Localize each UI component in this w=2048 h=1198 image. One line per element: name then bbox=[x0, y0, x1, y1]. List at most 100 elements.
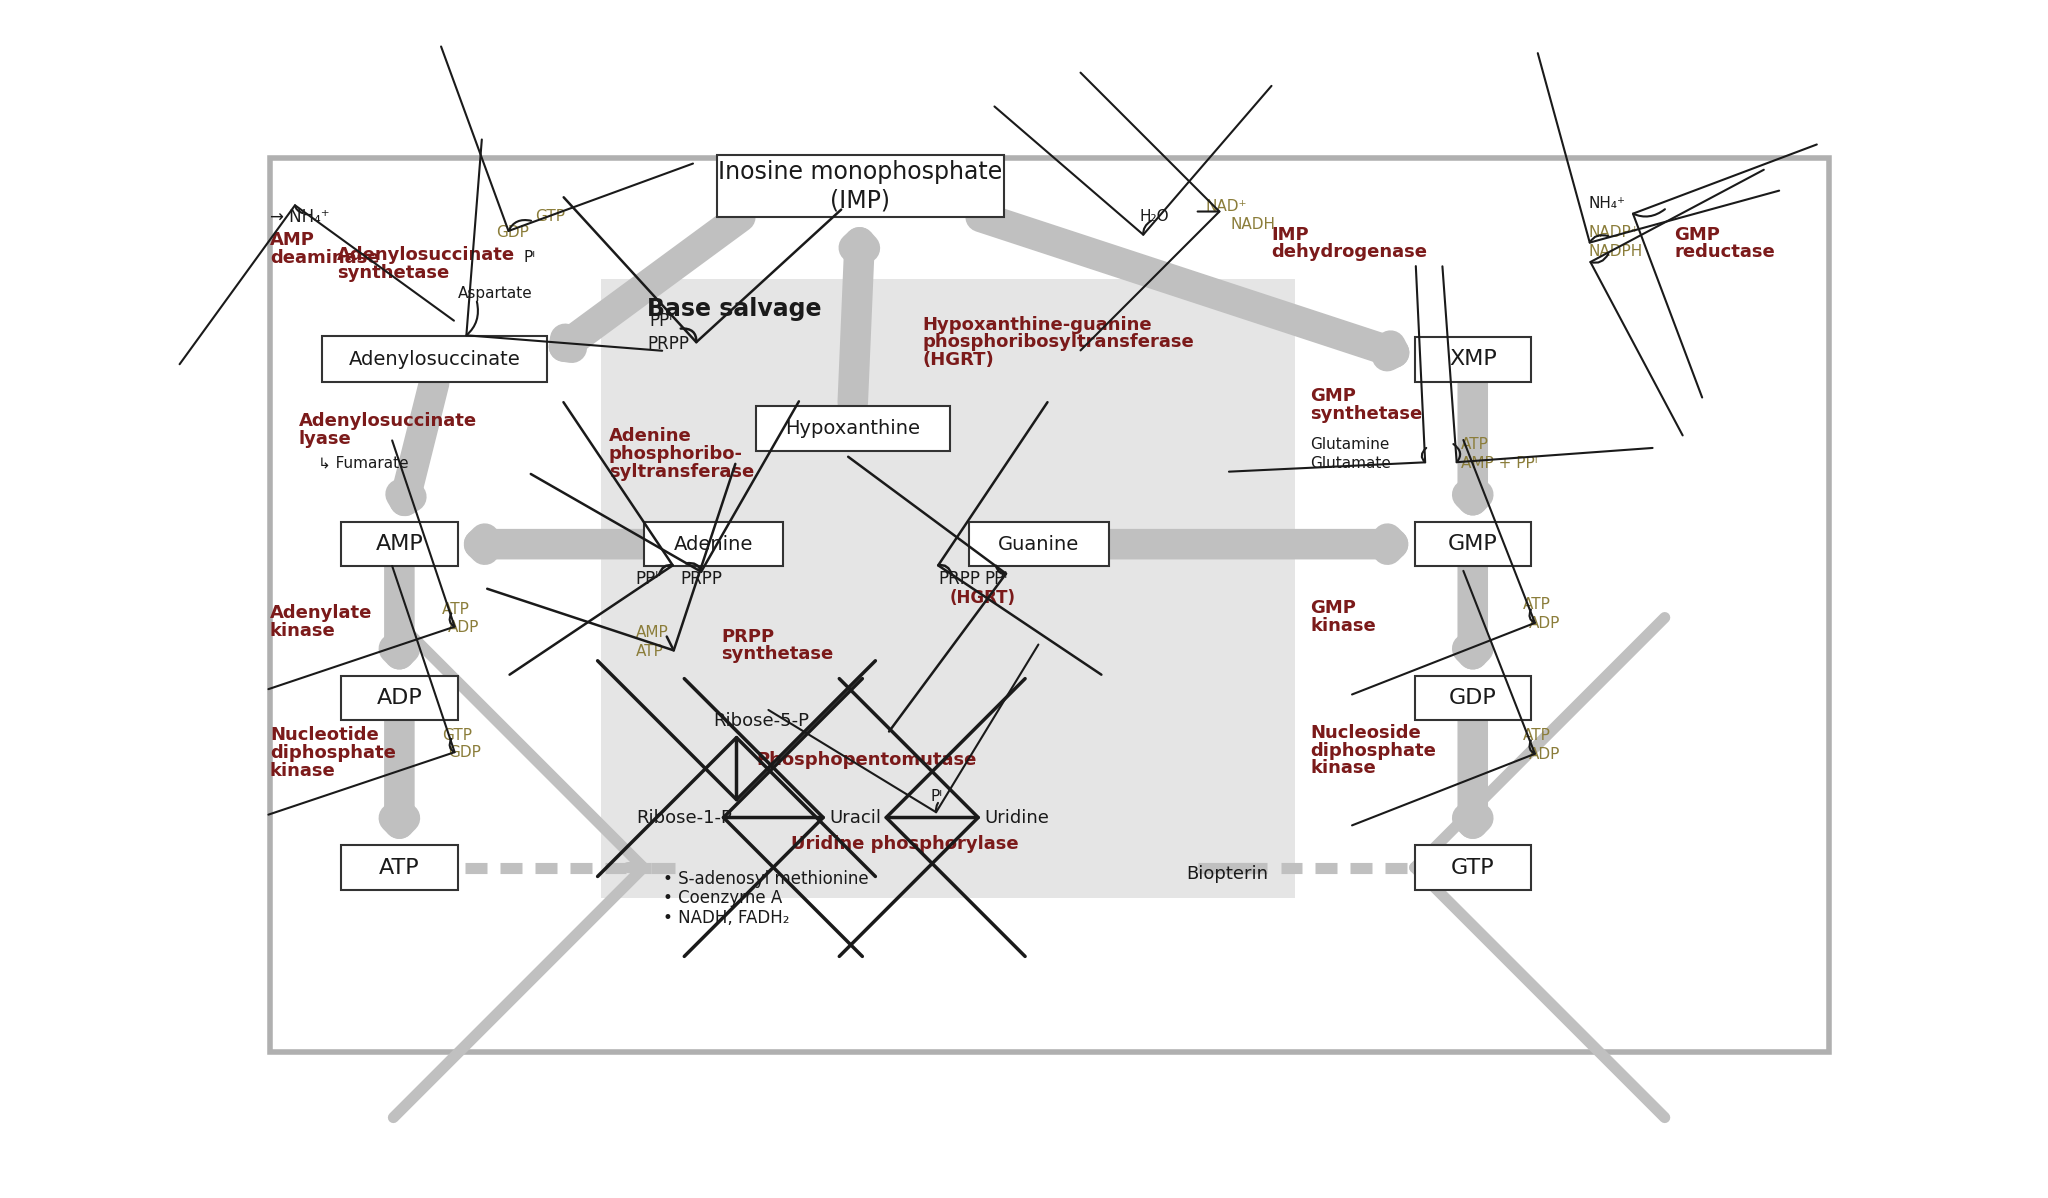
Text: PRPP: PRPP bbox=[721, 628, 774, 646]
Text: GDP: GDP bbox=[449, 745, 481, 761]
Text: ATP: ATP bbox=[1460, 436, 1489, 452]
Text: dehydrogenase: dehydrogenase bbox=[1272, 243, 1427, 261]
Text: ATP: ATP bbox=[635, 645, 664, 659]
Text: Biopterin: Biopterin bbox=[1186, 865, 1268, 883]
Text: PRPP: PRPP bbox=[680, 570, 723, 588]
Text: Uridine: Uridine bbox=[985, 809, 1049, 827]
Text: ATP: ATP bbox=[1524, 597, 1550, 612]
Text: AMP: AMP bbox=[635, 625, 668, 640]
Text: Glutamate: Glutamate bbox=[1311, 455, 1391, 471]
Text: GMP: GMP bbox=[1675, 225, 1720, 243]
FancyBboxPatch shape bbox=[969, 522, 1108, 567]
FancyBboxPatch shape bbox=[643, 522, 782, 567]
Text: Ribose-1-P: Ribose-1-P bbox=[635, 809, 731, 827]
Text: kinase: kinase bbox=[1311, 617, 1376, 635]
Text: deaminase: deaminase bbox=[270, 249, 379, 267]
Text: synthetase: synthetase bbox=[338, 264, 451, 282]
Text: ATP: ATP bbox=[1524, 727, 1550, 743]
Text: PPᴵ: PPᴵ bbox=[635, 570, 659, 588]
Text: GDP: GDP bbox=[1448, 688, 1497, 708]
Text: kinase: kinase bbox=[1311, 760, 1376, 778]
Text: kinase: kinase bbox=[270, 762, 336, 780]
Text: diphosphate: diphosphate bbox=[1311, 742, 1436, 760]
Text: Ribose-5-P: Ribose-5-P bbox=[713, 713, 809, 731]
Text: (HGRT): (HGRT) bbox=[950, 589, 1016, 607]
FancyBboxPatch shape bbox=[342, 676, 457, 720]
Text: Adenylosuccinate: Adenylosuccinate bbox=[299, 412, 477, 430]
Text: H₂O: H₂O bbox=[1139, 210, 1169, 224]
Text: • Coenzyme A: • Coenzyme A bbox=[664, 889, 782, 907]
Text: NADP⁺: NADP⁺ bbox=[1589, 225, 1640, 240]
Text: Uracil: Uracil bbox=[829, 809, 881, 827]
FancyBboxPatch shape bbox=[1415, 522, 1530, 567]
FancyBboxPatch shape bbox=[717, 156, 1004, 217]
Text: diphosphate: diphosphate bbox=[270, 744, 395, 762]
Text: Adenylate: Adenylate bbox=[270, 605, 373, 623]
Text: lyase: lyase bbox=[299, 430, 352, 448]
Text: AMP: AMP bbox=[270, 231, 315, 249]
Text: GMP: GMP bbox=[1311, 599, 1356, 617]
Text: GMP: GMP bbox=[1311, 387, 1356, 405]
Text: GMP: GMP bbox=[1448, 534, 1497, 555]
Text: XMP: XMP bbox=[1448, 350, 1497, 369]
Text: ATP: ATP bbox=[442, 603, 469, 617]
Text: Pᴵ: Pᴵ bbox=[930, 789, 942, 804]
Text: Pᴵ: Pᴵ bbox=[524, 250, 535, 265]
Text: Aspartate: Aspartate bbox=[457, 286, 532, 302]
Text: Hypoxanthine-guanine: Hypoxanthine-guanine bbox=[922, 316, 1153, 334]
Text: ADP: ADP bbox=[449, 619, 479, 635]
Text: Adenine: Adenine bbox=[674, 534, 754, 553]
Text: ↳ Fumarate: ↳ Fumarate bbox=[317, 455, 410, 471]
Text: syltransferase: syltransferase bbox=[608, 462, 754, 480]
Text: PPᴵ: PPᴵ bbox=[985, 570, 1008, 588]
Text: Guanine: Guanine bbox=[997, 534, 1079, 553]
Text: Phosphopentomutase: Phosphopentomutase bbox=[756, 751, 977, 769]
Text: GDP: GDP bbox=[496, 225, 528, 240]
FancyBboxPatch shape bbox=[1415, 676, 1530, 720]
Text: GTP: GTP bbox=[535, 210, 565, 224]
Text: NADPH: NADPH bbox=[1589, 244, 1642, 259]
FancyBboxPatch shape bbox=[322, 337, 547, 382]
Text: PRPP: PRPP bbox=[938, 570, 981, 588]
Text: Glutamine: Glutamine bbox=[1311, 436, 1389, 452]
Text: ATP: ATP bbox=[379, 858, 420, 878]
Text: IMP: IMP bbox=[1272, 225, 1309, 243]
FancyBboxPatch shape bbox=[1415, 846, 1530, 890]
Text: NADH: NADH bbox=[1231, 217, 1276, 232]
FancyBboxPatch shape bbox=[270, 158, 1829, 1052]
Text: (HGRT): (HGRT) bbox=[922, 351, 993, 369]
Text: AMP: AMP bbox=[375, 534, 424, 555]
Text: • S-adenosyl methionine: • S-adenosyl methionine bbox=[664, 870, 868, 888]
Text: kinase: kinase bbox=[270, 622, 336, 640]
Text: Adenine: Adenine bbox=[608, 428, 692, 446]
Text: Inosine monophosphate
(IMP): Inosine monophosphate (IMP) bbox=[719, 161, 1004, 212]
Text: Base salvage: Base salvage bbox=[647, 297, 821, 321]
Text: synthetase: synthetase bbox=[721, 646, 834, 664]
Text: NAD⁺: NAD⁺ bbox=[1206, 199, 1247, 214]
Text: • NADH, FADH₂: • NADH, FADH₂ bbox=[664, 908, 788, 926]
Text: AMP + PPᴵ: AMP + PPᴵ bbox=[1460, 455, 1538, 471]
Text: Adenylosuccinate: Adenylosuccinate bbox=[338, 247, 516, 265]
Text: ADP: ADP bbox=[1530, 746, 1561, 762]
Text: NH₄⁺: NH₄⁺ bbox=[1589, 196, 1626, 211]
FancyBboxPatch shape bbox=[756, 406, 950, 450]
Text: → NH₄⁺: → NH₄⁺ bbox=[270, 208, 330, 226]
FancyBboxPatch shape bbox=[342, 522, 457, 567]
Text: Adenylosuccinate: Adenylosuccinate bbox=[348, 350, 520, 369]
Text: Hypoxanthine: Hypoxanthine bbox=[784, 419, 920, 438]
FancyBboxPatch shape bbox=[600, 278, 1294, 898]
Text: phosphoribo-: phosphoribo- bbox=[608, 446, 743, 464]
Text: ADP: ADP bbox=[377, 688, 422, 708]
Text: GTP: GTP bbox=[442, 727, 471, 743]
Text: synthetase: synthetase bbox=[1311, 405, 1421, 423]
Text: phosphoribosyltransferase: phosphoribosyltransferase bbox=[922, 333, 1194, 351]
FancyBboxPatch shape bbox=[1415, 337, 1530, 382]
Text: Nucleotide: Nucleotide bbox=[270, 726, 379, 744]
Text: PRPP: PRPP bbox=[647, 335, 690, 353]
Text: PPᴵ: PPᴵ bbox=[649, 311, 674, 329]
Text: Nucleoside: Nucleoside bbox=[1311, 724, 1421, 742]
Text: Uridine phosphorylase: Uridine phosphorylase bbox=[791, 835, 1018, 853]
Text: GTP: GTP bbox=[1450, 858, 1495, 878]
Text: ADP: ADP bbox=[1530, 616, 1561, 631]
Text: reductase: reductase bbox=[1675, 243, 1776, 261]
